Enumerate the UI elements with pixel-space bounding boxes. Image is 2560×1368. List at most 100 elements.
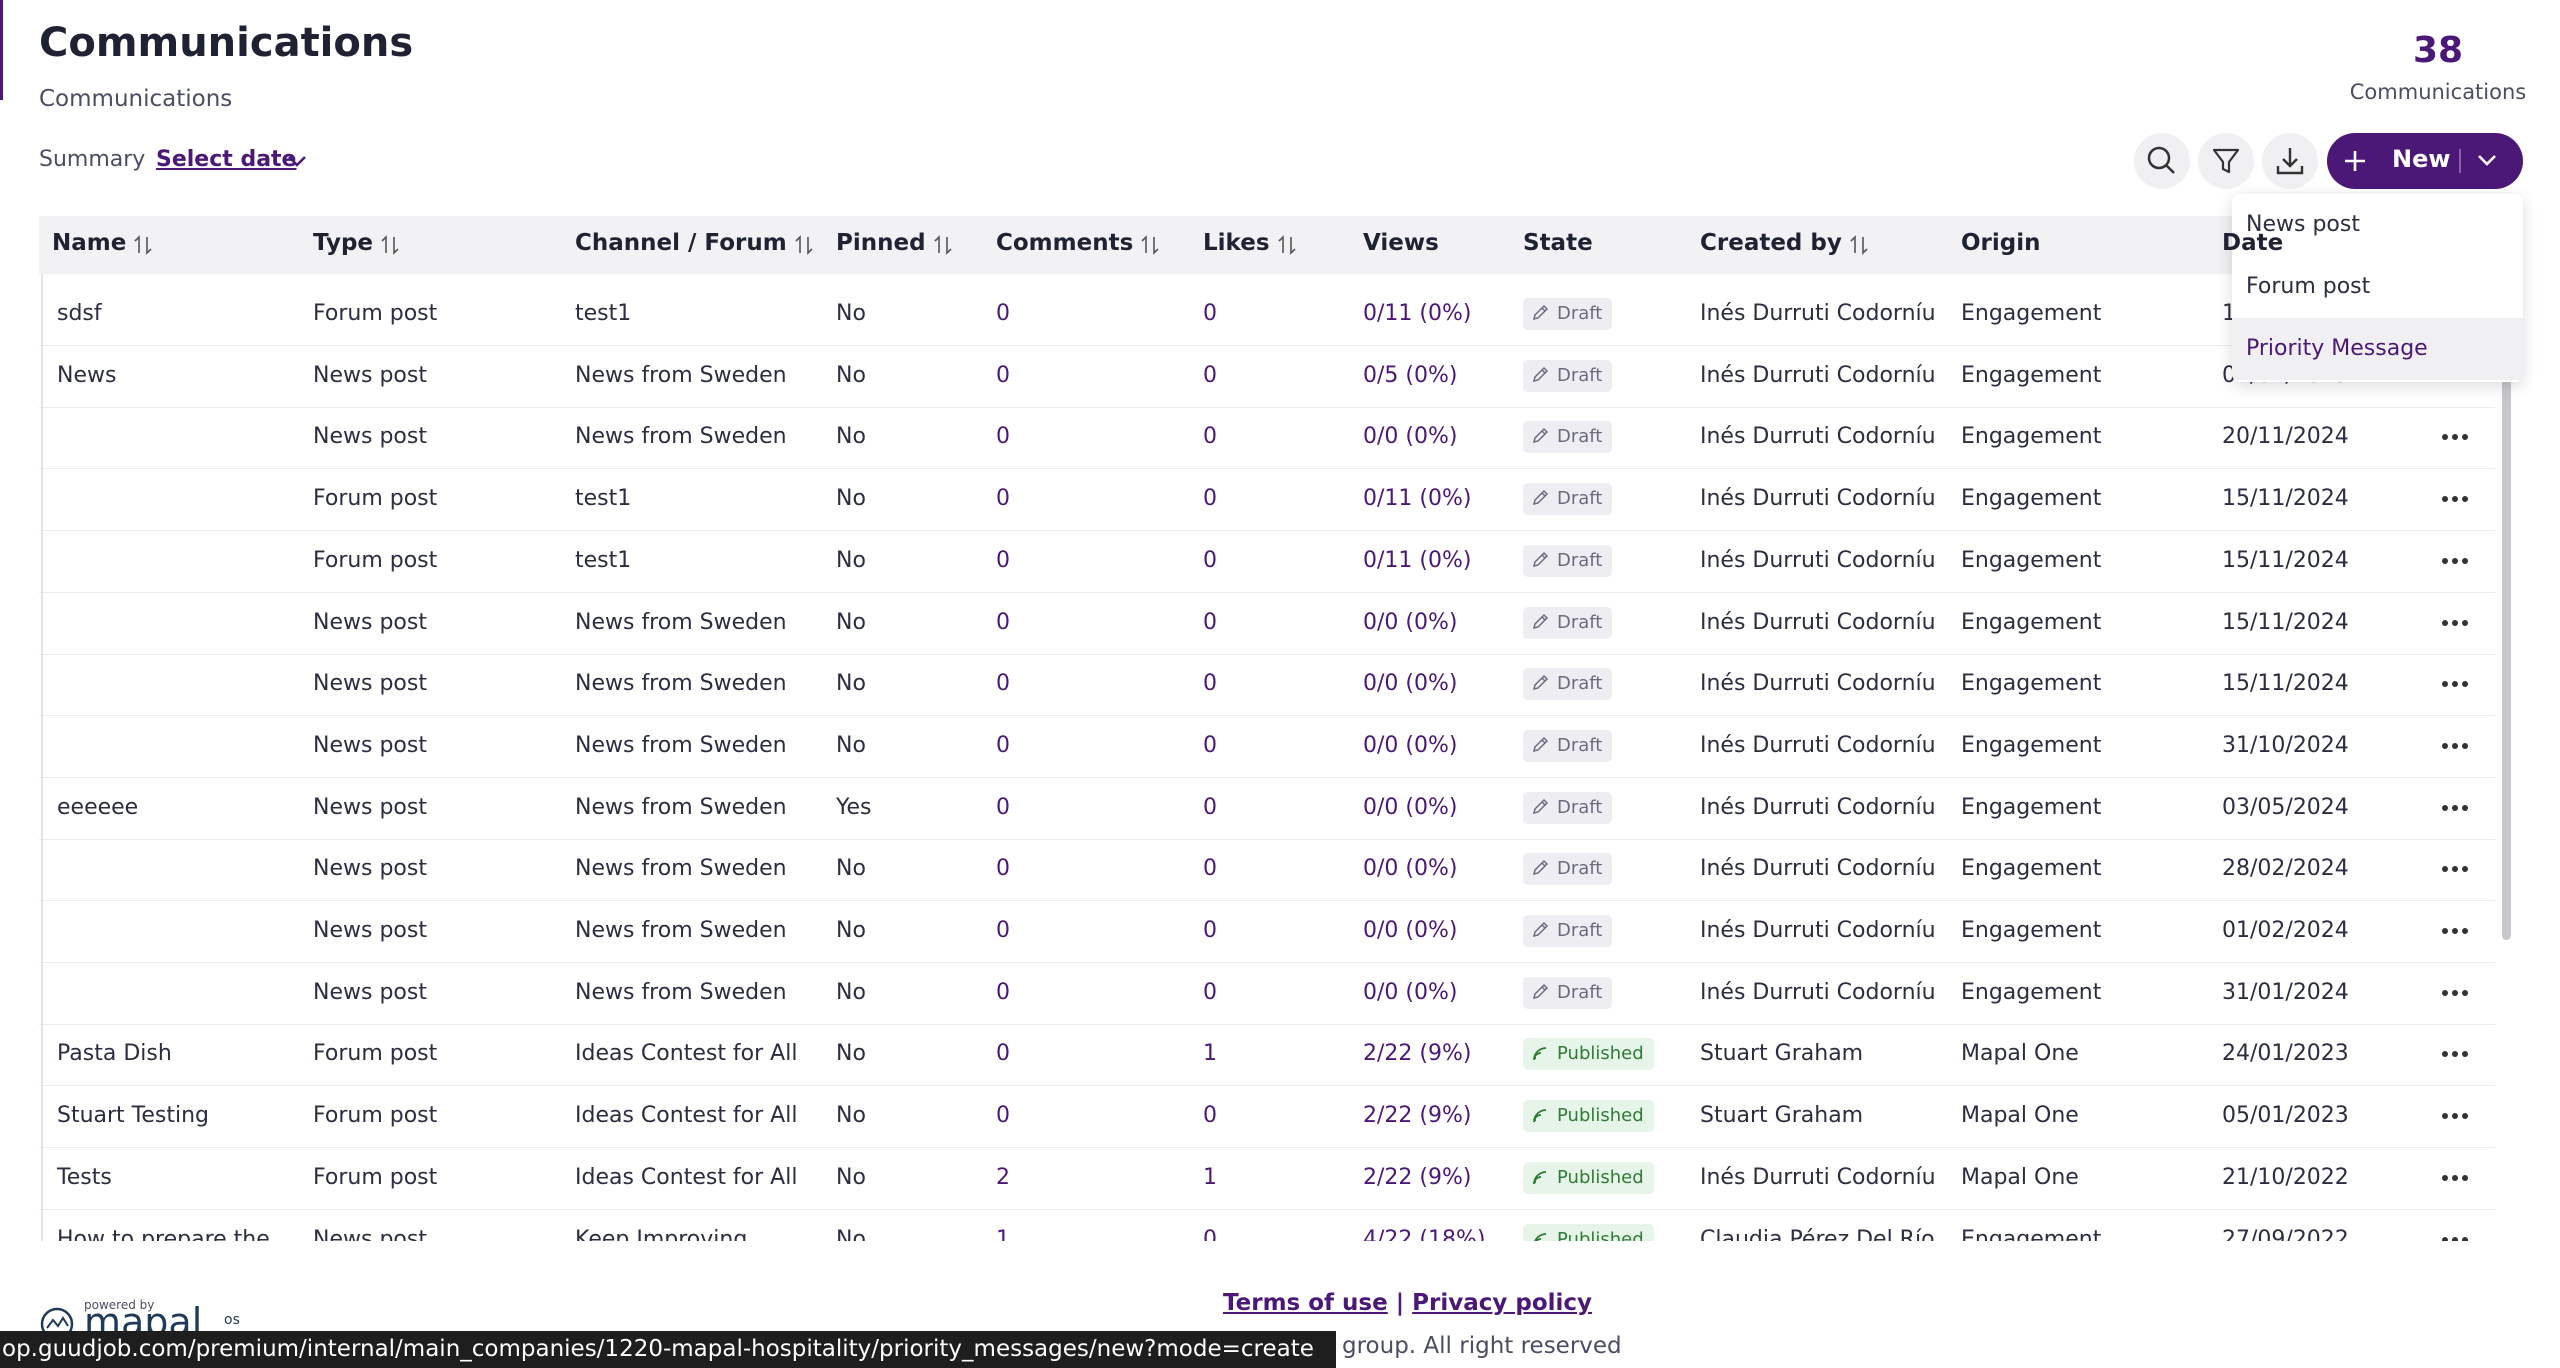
table-cell: 0/0 (0%): [1363, 856, 1458, 882]
table-cell: 0: [996, 671, 1010, 697]
table-cell: 0: [1203, 918, 1217, 943]
table-cell: News from Sweden: [575, 671, 787, 697]
row-actions[interactable]: [2439, 487, 2471, 511]
table-cell: No: [836, 424, 866, 450]
privacy-link[interactable]: Privacy policy: [1412, 1290, 1593, 1316]
table-cell: Tests: [57, 1164, 112, 1190]
table-row[interactable]: How to prepare the News post Keep Improvin…: [39, 1210, 2495, 1242]
page-title: Communications: [39, 20, 414, 66]
terms-link[interactable]: Terms of use: [1223, 1290, 1388, 1316]
row-actions[interactable]: [2439, 857, 2471, 881]
state-badge: Draft: [1523, 359, 1613, 392]
menu-item[interactable]: Forum post: [2246, 274, 2371, 299]
table-row[interactable]: News post News from Sweden No 0 0 0/0 (0%) Dra…: [39, 839, 2495, 902]
table-cell: News from Sweden: [575, 918, 787, 943]
table-body: sdsf Forum post test1 No 0 0 0/11 (0%) Draft Iné…: [39, 274, 2495, 1241]
menu-item[interactable]: Priority Message: [2232, 318, 2523, 380]
table-cell: No: [836, 1103, 866, 1129]
column-header[interactable]: Channel / Forum: [575, 230, 787, 256]
table-row[interactable]: News post News from Sweden No 0 0 0/0 (0%) Dra…: [39, 901, 2495, 963]
table-cell: 0: [1203, 609, 1217, 635]
row-actions[interactable]: [2439, 549, 2471, 573]
table-cell: Inés Durruti Codorníu: [1700, 362, 1936, 388]
table-cell: 0: [996, 1103, 1010, 1129]
table-cell: No: [836, 362, 866, 388]
footer-links: Terms of use | Privacy policy: [1223, 1290, 1592, 1316]
table-cell: News from Sweden: [575, 362, 787, 388]
table-row[interactable]: News News post News from Sweden No 0 0 0/5 (0%…: [39, 346, 2495, 408]
state-badge: Draft: [1523, 668, 1613, 701]
table-cell: Stuart Graham: [1700, 1041, 1864, 1067]
table-cell: Inés Durruti Codorníu: [1700, 301, 1936, 326]
table-cell: 0/11 (0%): [1363, 486, 1472, 512]
row-actions[interactable]: [2439, 1166, 2471, 1190]
table-cell: News post: [313, 732, 427, 758]
table-cell: News post: [313, 424, 427, 450]
table-row[interactable]: News post News from Sweden No 0 0 0/0 (0%) Dra…: [39, 654, 2495, 717]
column-header[interactable]: Name: [52, 230, 127, 256]
more-icon: [2442, 619, 2468, 626]
row-actions[interactable]: [2439, 981, 2471, 1005]
row-actions[interactable]: [2439, 611, 2471, 635]
table-cell: No: [836, 732, 866, 758]
column-header[interactable]: Created by: [1700, 230, 1842, 256]
more-icon: [2442, 1174, 2468, 1181]
row-actions[interactable]: [2439, 1042, 2471, 1066]
table-cell: 0/0 (0%): [1363, 424, 1458, 450]
state-badge: Draft: [1523, 606, 1613, 639]
new-button-label[interactable]: New: [2392, 145, 2451, 173]
column-header[interactable]: Likes: [1203, 230, 1270, 256]
row-actions[interactable]: [2439, 796, 2471, 820]
count: 38: [2412, 30, 2464, 71]
table-row[interactable]: Forum post test1 No 0 0 0/11 (0%) Draft Inés Du…: [39, 469, 2495, 532]
column-header[interactable]: Pinned: [836, 230, 926, 256]
row-actions[interactable]: [2439, 1104, 2471, 1128]
table-row[interactable]: Pasta Dish Forum post Ideas Contest for Al…: [39, 1024, 2495, 1087]
table-cell: Keep Improving: [575, 1226, 748, 1242]
column-header[interactable]: Comments: [996, 230, 1134, 256]
table-row[interactable]: News post News from Sweden No 0 0 0/0 (0%) Dra…: [39, 716, 2495, 778]
table-cell: 01/02/2024: [2222, 918, 2349, 943]
table-cell: test1: [575, 486, 632, 512]
new-button[interactable]: [2327, 133, 2523, 189]
table-row[interactable]: Tests Forum post Ideas Contest for All No 2 1…: [39, 1148, 2495, 1210]
filter-button[interactable]: [2198, 133, 2254, 189]
row-actions[interactable]: [2439, 672, 2471, 696]
state-icon: [1532, 428, 1549, 444]
column-header: Date: [2222, 230, 2284, 256]
table-row[interactable]: News post News from Sweden No 0 0 0/0 (0%) Dra…: [39, 407, 2495, 470]
table-cell: No: [836, 301, 866, 326]
table-row[interactable]: sdsf Forum post test1 No 0 0 0/11 (0%) Draft Iné…: [39, 284, 2495, 346]
table-row[interactable]: eeeeee News post News from Sweden Yes 0 0 0/0 …: [39, 778, 2495, 840]
table-cell: Engagement: [1961, 424, 2102, 450]
table-row[interactable]: News post News from Sweden No 0 0 0/0 (0%) Dra…: [39, 593, 2495, 655]
row-actions[interactable]: [2439, 734, 2471, 758]
sort-icon: [933, 235, 952, 255]
breadcrumb[interactable]: Communications: [39, 86, 233, 112]
scrollbar[interactable]: [2502, 278, 2511, 940]
download-button[interactable]: [2262, 133, 2318, 189]
row-actions[interactable]: [2439, 919, 2471, 943]
menu-item[interactable]: News post: [2246, 212, 2360, 237]
table-row[interactable]: Stuart Testing Forum post Ideas Contest fo…: [39, 1086, 2495, 1149]
table-cell: No: [836, 547, 866, 573]
search-button[interactable]: [2134, 133, 2190, 189]
date-select[interactable]: Select date: [156, 147, 297, 172]
table-cell: 0/11 (0%): [1363, 547, 1472, 573]
table-cell: 03/05/2024: [2222, 794, 2349, 820]
more-icon: [2442, 496, 2468, 503]
table-cell: 0: [1203, 671, 1217, 697]
table-cell: 0: [996, 609, 1010, 635]
table-cell: Forum post: [313, 486, 438, 512]
table-cell: News from Sweden: [575, 424, 787, 450]
row-actions[interactable]: [2439, 1228, 2471, 1241]
table-row[interactable]: Forum post test1 No 0 0 0/11 (0%) Draft Inés Du…: [39, 531, 2495, 593]
column-header[interactable]: Type: [313, 230, 374, 256]
state-badge: Published: [1523, 1038, 1654, 1071]
table-row[interactable]: News post News from Sweden No 0 0 0/0 (0%) Dra…: [39, 963, 2495, 1025]
table-cell: 0: [1203, 856, 1217, 882]
table-cell: 2: [996, 1164, 1010, 1190]
row-actions[interactable]: [2439, 425, 2471, 449]
table-cell: No: [836, 856, 866, 882]
